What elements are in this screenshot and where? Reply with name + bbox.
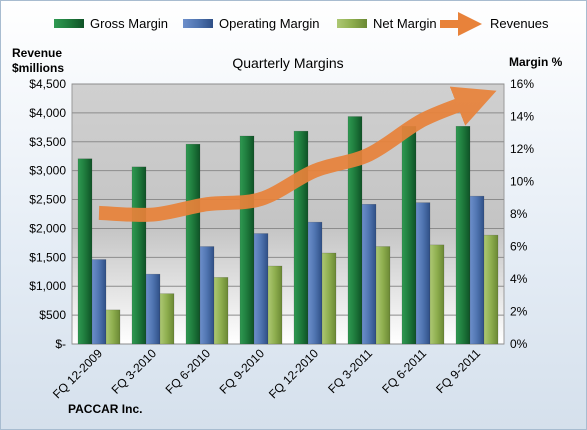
right-tick-label: 2% [510, 305, 528, 319]
legend-label-revenues: Revenues [490, 16, 549, 31]
bar-net-margin [159, 293, 175, 345]
left-axis-title-line1: Revenue [12, 46, 62, 60]
legend-swatch-gross-margin [54, 19, 84, 28]
left-axis-ticks: $- $500 $1,000 $1,500 $2,000 $2,500 $3,000 $3,5… [29, 77, 66, 351]
x-tick-label: FQ 3-2010 [109, 346, 160, 397]
legend-label-operating-margin: Operating Margin [219, 16, 319, 31]
x-tick-label: FQ 6-2010 [163, 346, 214, 397]
right-tick-label: 4% [510, 272, 528, 286]
bar-net-margin [429, 244, 445, 345]
left-tick-label: $2,000 [29, 221, 66, 235]
bar-gross-margin [401, 126, 417, 345]
bar-gross-margin [455, 126, 471, 345]
right-axis-title: Margin % [509, 55, 563, 69]
bar-operating-margin [253, 233, 269, 345]
legend-label-net-margin: Net Margin [373, 16, 437, 31]
revenues-line [98, 86, 497, 222]
bar-gross-margin [293, 130, 309, 345]
bar-gross-margin [347, 116, 363, 345]
chart-title: Quarterly Margins [232, 55, 343, 71]
bar-operating-margin [469, 195, 485, 345]
x-axis-ticks: FQ 12-2009 FQ 3-2010 FQ 6-2010 FQ 9-2010FQ … [50, 346, 483, 401]
bar-operating-margin [199, 246, 215, 345]
right-axis-ticks: 0% 2% 4% 6% 8% 10% 12% 14% 16% [510, 77, 534, 351]
right-tick-label: 14% [510, 110, 534, 124]
bar-net-margin [105, 309, 121, 345]
x-tick-label: FQ 3-2011 [325, 346, 375, 396]
bar-net-margin [321, 252, 337, 345]
left-tick-label: $1,000 [29, 279, 66, 293]
x-tick-label: FQ 9-2010 [217, 346, 268, 397]
x-tick-label: FQ 9-2011 [433, 346, 483, 396]
left-tick-label: $2,500 [29, 193, 66, 207]
legend-label-gross-margin: Gross Margin [90, 16, 168, 31]
bar-operating-margin [415, 202, 431, 345]
left-tick-label: $1,500 [29, 250, 66, 264]
bar-operating-margin [145, 273, 161, 345]
source-label: PACCAR Inc. [68, 402, 142, 416]
bar-operating-margin [361, 204, 377, 345]
bar-operating-margin [91, 259, 107, 345]
bar-net-margin [213, 277, 229, 345]
left-tick-label: $3,500 [29, 135, 66, 149]
left-tick-label: $- [55, 337, 66, 351]
legend-swatch-operating-margin [183, 19, 213, 28]
bar-gross-margin [131, 166, 147, 345]
bars [77, 116, 499, 345]
legend: Gross Margin Operating Margin Net Margin… [54, 12, 549, 36]
legend-swatch-net-margin [337, 19, 367, 28]
left-tick-label: $500 [39, 308, 66, 322]
x-tick-label: FQ 12-2009 [50, 346, 105, 401]
left-tick-label: $3,000 [29, 164, 66, 178]
right-tick-label: 12% [510, 142, 534, 156]
left-tick-label: $4,500 [29, 77, 66, 91]
x-tick-label: FQ 12-2010 [266, 346, 321, 401]
left-axis-title-line2: $millions [12, 61, 64, 75]
bar-gross-margin [239, 135, 255, 345]
left-tick-label: $4,000 [29, 106, 66, 120]
bar-net-margin [267, 265, 283, 345]
bar-gross-margin [77, 158, 93, 345]
right-tick-label: 6% [510, 240, 528, 254]
bar-operating-margin [307, 221, 323, 345]
right-tick-label: 0% [510, 337, 528, 351]
x-tick-label: FQ 6-2011 [379, 346, 429, 396]
bar-net-margin [483, 234, 499, 345]
bar-net-margin [375, 246, 391, 345]
bar-gross-margin [185, 143, 201, 345]
right-tick-label: 10% [510, 175, 534, 189]
right-tick-label: 8% [510, 207, 528, 221]
right-tick-label: 16% [510, 77, 534, 91]
